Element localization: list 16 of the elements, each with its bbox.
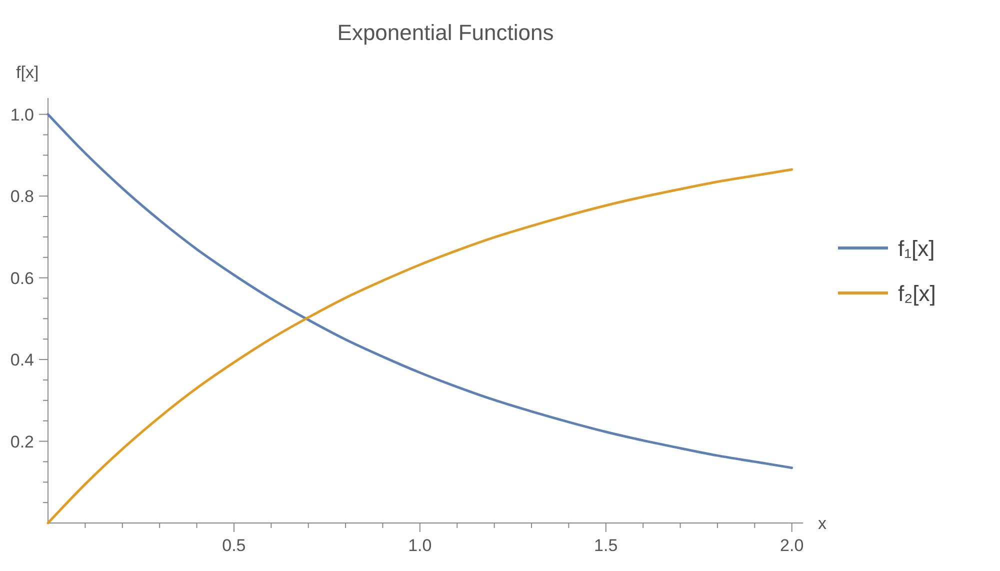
x-tick-label: 1.5 [594,536,618,555]
y-axis-title: f[x] [16,63,39,82]
x-axis-title: x [818,514,827,533]
y-tick-label: 0.4 [10,350,34,370]
y-tick-label: 1.0 [10,105,34,124]
legend-label: f₂[x] [898,281,936,306]
y-tick-label: 0.6 [10,268,34,288]
chart-title: Exponential Functions [337,20,554,45]
y-tick-label: 0.8 [10,187,34,206]
y-tick-label: 0.2 [10,432,34,452]
legend-label: f₁[x] [898,236,935,261]
x-tick-label: 2.0 [780,536,804,555]
line-series [46,168,794,524]
x-tick-label: 1.0 [408,536,432,555]
x-tick-label: 0.5 [222,536,246,555]
line-series [46,113,794,470]
